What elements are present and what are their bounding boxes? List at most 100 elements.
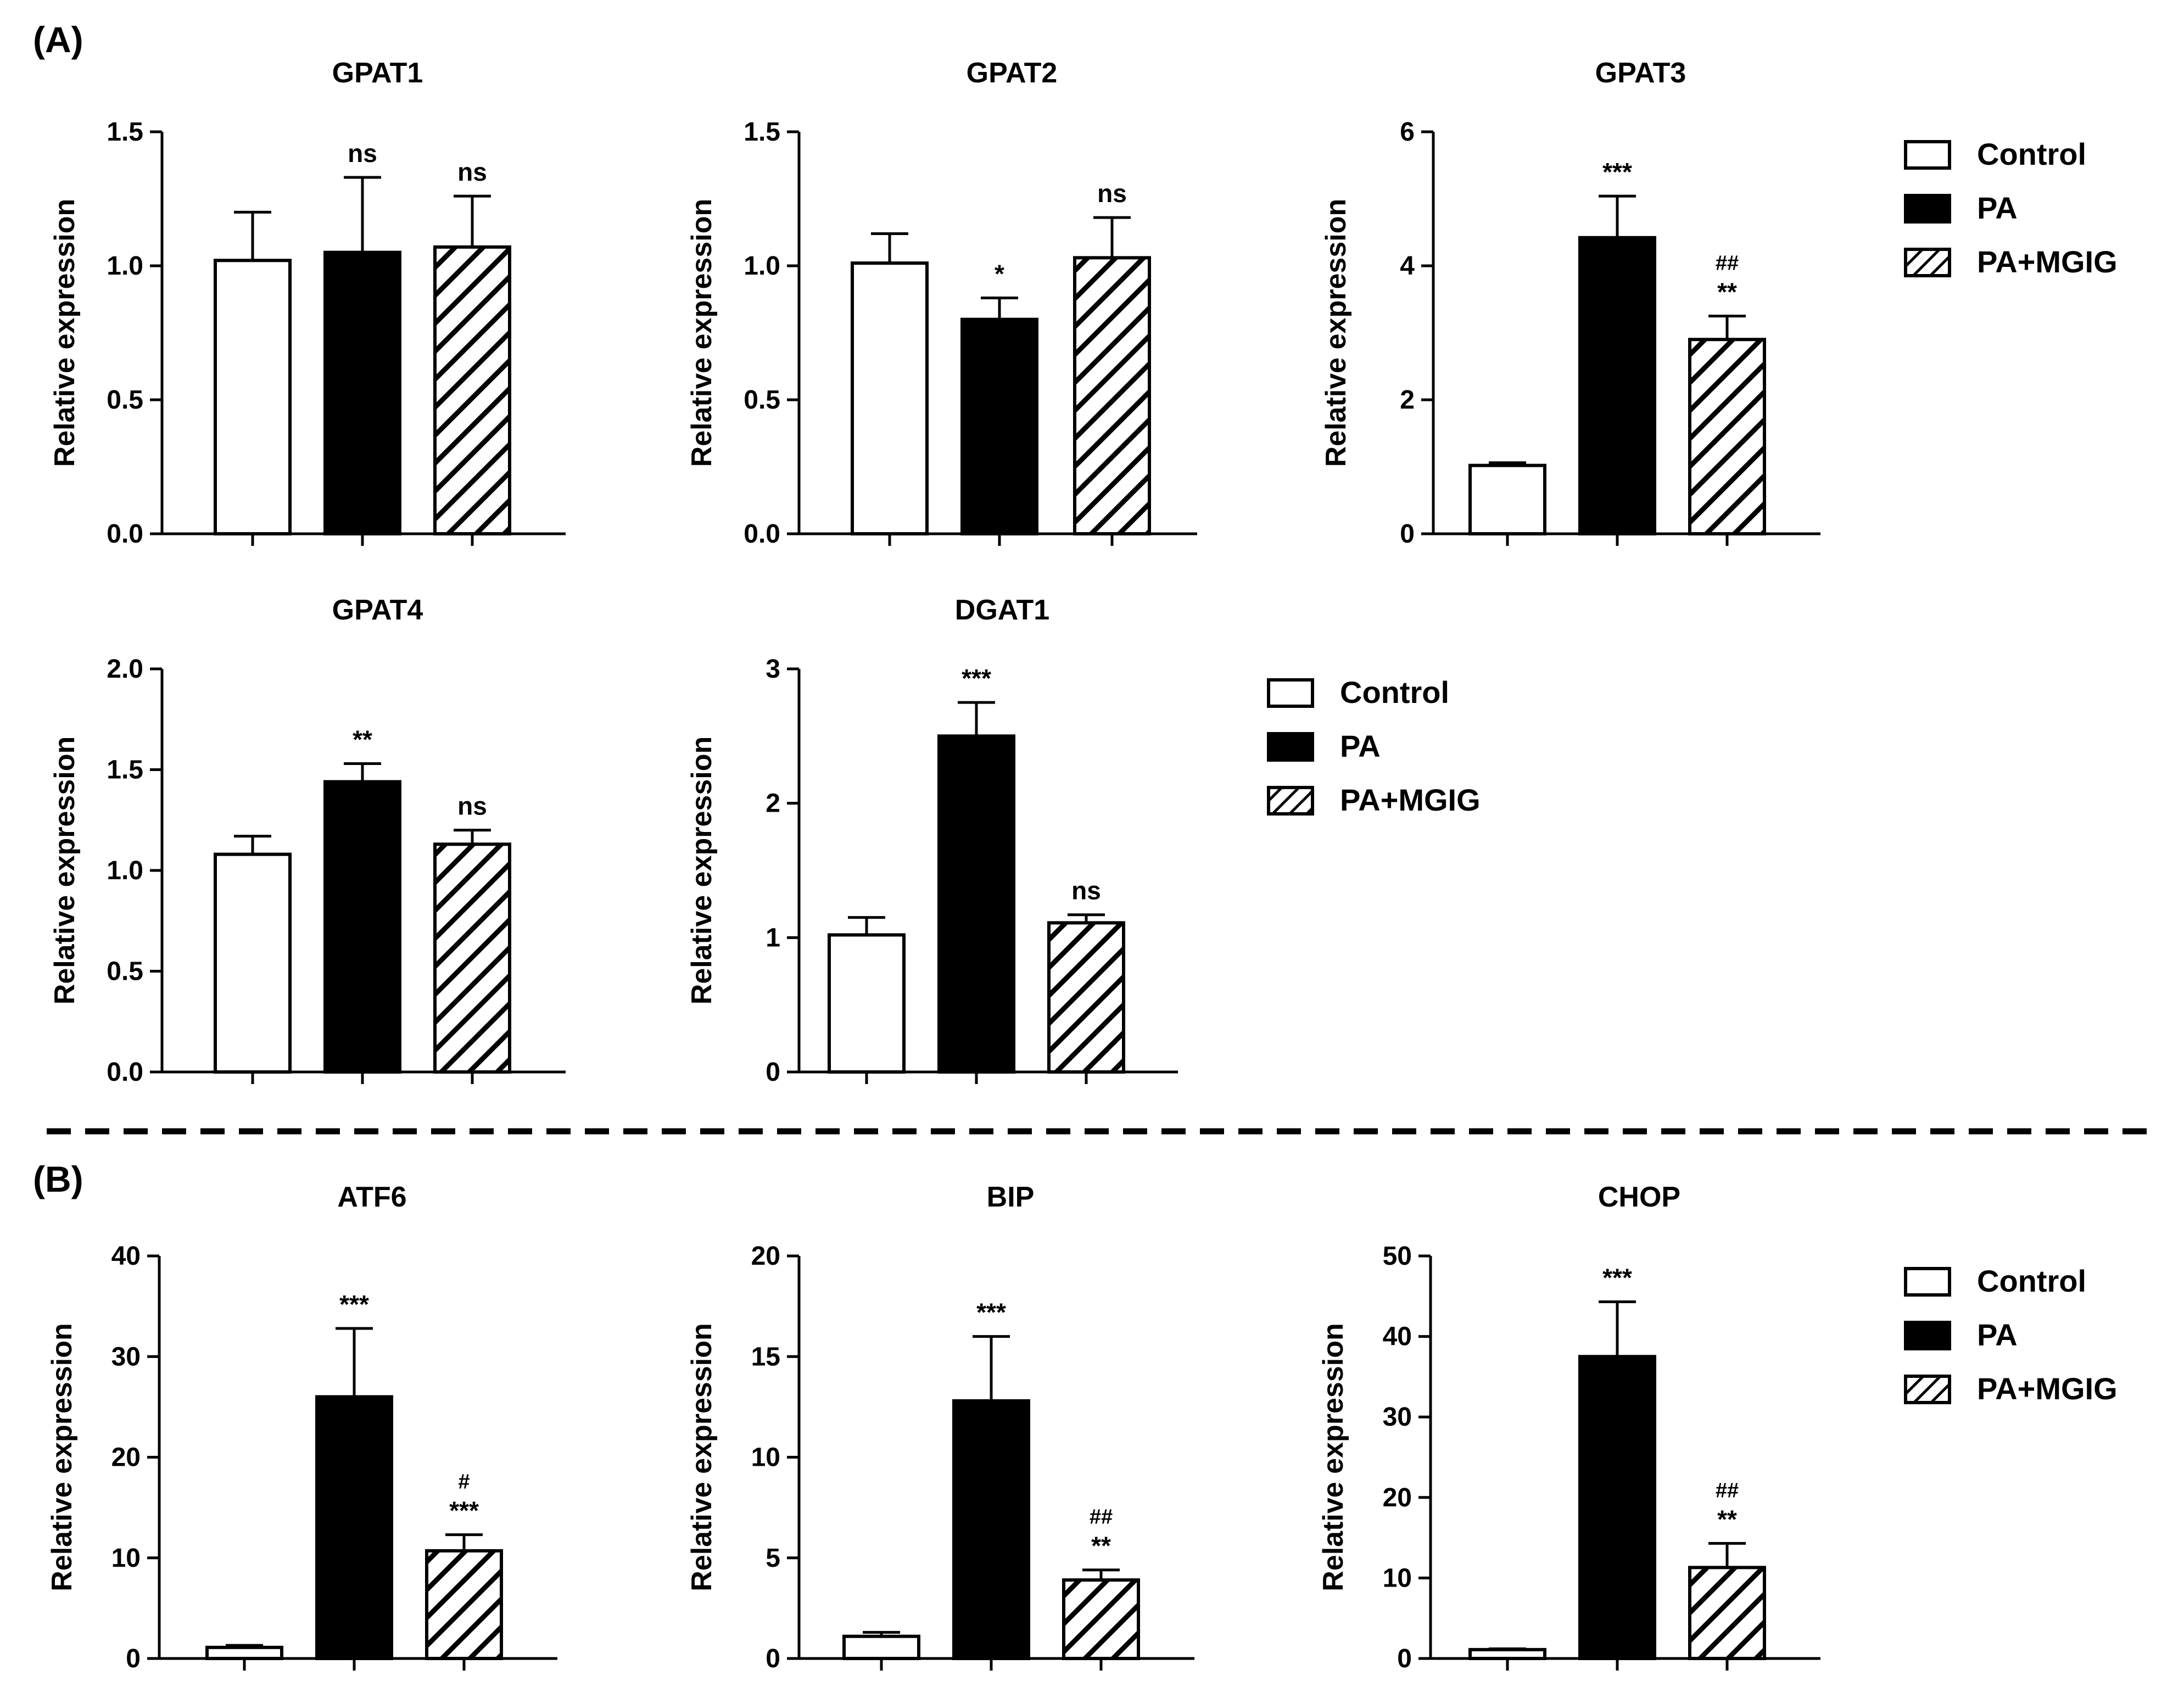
- y-tick-label: 1.5: [107, 118, 143, 147]
- y-tick-label: 0: [766, 1644, 780, 1673]
- significance-label: **: [1717, 1505, 1737, 1533]
- significance-label: ***: [976, 1298, 1006, 1327]
- bar-control: [214, 259, 292, 535]
- significance-label: **: [353, 725, 372, 753]
- hash-significance-label: #: [458, 1471, 470, 1494]
- y-tick-label: 0.0: [744, 520, 780, 549]
- panel-label-b: (B): [33, 1159, 83, 1199]
- legend-label: PA+MGIG: [1977, 1371, 2118, 1406]
- y-tick-label: 20: [1383, 1483, 1412, 1512]
- y-tick-label: 20: [751, 1242, 780, 1271]
- bar-pa-mgig: [433, 842, 511, 1074]
- y-axis-label: Relative expression: [686, 199, 718, 467]
- y-tick-label: 20: [111, 1443, 141, 1472]
- legend-swatch: [1904, 248, 1951, 277]
- y-tick-label: 0.0: [107, 520, 143, 549]
- y-tick-label: 1.0: [107, 252, 143, 281]
- y-axis-label: Relative expression: [46, 1323, 78, 1591]
- legend-label: PA: [1977, 1317, 2018, 1352]
- legend-label: Control: [1340, 675, 1449, 710]
- significance-label: *: [995, 260, 1004, 288]
- bar-control: [851, 261, 929, 535]
- legend-swatch: [1904, 1375, 1951, 1404]
- bar-pa-mgig: [433, 245, 511, 535]
- legend-swatch: [1904, 140, 1951, 170]
- y-tick-label: 30: [111, 1342, 141, 1371]
- y-tick-label: 1: [766, 923, 780, 952]
- bar-pa: [323, 250, 401, 536]
- legend-swatch: [1904, 1321, 1951, 1350]
- hash-significance-label: ##: [1716, 1479, 1739, 1502]
- chart-title: GPAT4: [332, 594, 423, 626]
- y-tick-label: 0.0: [107, 1058, 143, 1087]
- bar-pa: [960, 317, 1038, 535]
- y-tick-label: 0.5: [107, 386, 143, 415]
- y-tick-label: 15: [751, 1342, 780, 1371]
- significance-label: ns: [1071, 876, 1101, 905]
- y-tick-label: 0: [1397, 1644, 1412, 1673]
- significance-label: ***: [1602, 1264, 1632, 1292]
- bar-pa-mgig: [1688, 338, 1766, 535]
- legend-label: PA: [1977, 191, 2018, 225]
- legend-swatch: [1904, 194, 1951, 224]
- chart-dgat1: DGAT1 Relative expression 0 1 2 3 *** ns: [686, 594, 1178, 1087]
- y-tick-label: 2.0: [107, 655, 143, 684]
- bar-pa-mgig: [1062, 1578, 1140, 1660]
- bar-pa: [323, 780, 401, 1074]
- chart-title: GPAT2: [967, 57, 1058, 89]
- y-tick-label: 10: [111, 1544, 141, 1573]
- legend-label: Control: [1977, 1264, 2086, 1298]
- significance-label: **: [1717, 278, 1737, 306]
- y-tick-label: 1.0: [744, 252, 780, 281]
- bar-pa: [1578, 236, 1656, 535]
- significance-label: ***: [449, 1496, 479, 1525]
- bar-pa-mgig: [425, 1549, 503, 1661]
- bar-control: [1468, 463, 1546, 535]
- bar-pa: [952, 1399, 1030, 1660]
- y-tick-label: 0: [1400, 520, 1415, 549]
- y-tick-label: 4: [1400, 252, 1415, 281]
- legend-label: Control: [1977, 137, 2086, 171]
- legend-swatch: [1267, 678, 1314, 708]
- y-tick-label: 1.5: [744, 118, 780, 147]
- y-tick-label: 2: [766, 789, 780, 818]
- y-axis-label: Relative expression: [1317, 1323, 1349, 1591]
- bar-pa-mgig: [1073, 256, 1151, 535]
- y-tick-label: 0.5: [107, 957, 143, 986]
- chart-title: GPAT1: [332, 57, 423, 89]
- legend-swatch: [1904, 1267, 1951, 1297]
- y-axis-label: Relative expression: [49, 736, 81, 1004]
- legend: Control PA PA+MGIG: [1267, 675, 1481, 817]
- significance-label: **: [1091, 1532, 1111, 1560]
- bar-pa: [1578, 1355, 1656, 1660]
- hash-significance-label: ##: [1716, 252, 1739, 275]
- legend-swatch: [1267, 732, 1314, 762]
- chart-title: GPAT3: [1595, 57, 1686, 89]
- panel-label-a: (A): [33, 19, 83, 60]
- y-tick-label: 3: [766, 655, 780, 684]
- bar-control: [214, 852, 292, 1074]
- y-axis-label: Relative expression: [686, 1323, 718, 1591]
- bar-pa: [315, 1395, 393, 1661]
- legend: Control PA PA+MGIG: [1904, 137, 2118, 279]
- y-axis-label: Relative expression: [686, 736, 718, 1004]
- bar-control: [842, 1634, 920, 1661]
- legend-label: PA+MGIG: [1977, 244, 2118, 279]
- bar-control: [828, 933, 906, 1074]
- chart-gpat4: GPAT4 Relative expression 0.0 0.5 1.0 1.5 2.0 *…: [49, 594, 566, 1087]
- significance-label: ***: [962, 664, 991, 692]
- legend-label: PA: [1340, 729, 1381, 763]
- legend-label: PA+MGIG: [1340, 783, 1481, 817]
- chart-title: CHOP: [1598, 1181, 1680, 1213]
- bar-pa: [937, 734, 1015, 1074]
- bar-pa-mgig: [1688, 1566, 1766, 1661]
- y-tick-label: 1.5: [107, 756, 143, 785]
- y-tick-label: 50: [1383, 1242, 1412, 1271]
- bar-control: [1468, 1648, 1546, 1661]
- bar-control: [205, 1645, 283, 1661]
- bar-pa-mgig: [1047, 921, 1125, 1074]
- chart-title: BIP: [987, 1181, 1035, 1213]
